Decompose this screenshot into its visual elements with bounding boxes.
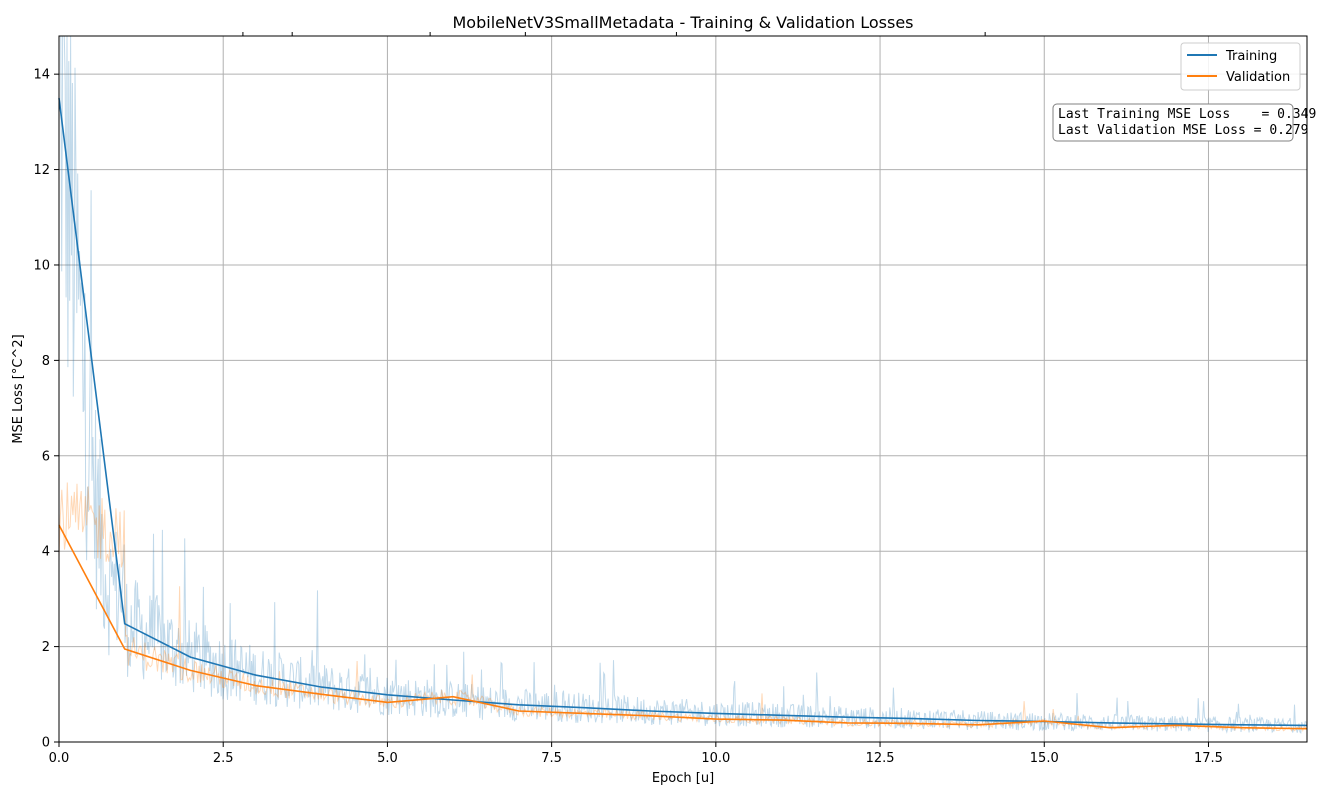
y-axis-label: MSE Loss [°C^2] — [11, 334, 26, 443]
y-tick-label: 12 — [33, 163, 50, 178]
training-line — [58, 97, 1308, 727]
legend-validation-label: Validation — [1226, 70, 1290, 85]
x-tick-label: 10.0 — [701, 751, 730, 766]
axis-ticks: 0.0 2.5 5.0 7.5 10.0 12.5 15.0 17.5 0 2 4 6 8 10 12 14 — [33, 32, 1223, 766]
x-tick-label: 15.0 — [1030, 751, 1059, 766]
legend-training-label: Training — [1225, 49, 1277, 64]
annotation-box — [1052, 103, 1294, 142]
x-tick-label: 7.5 — [541, 751, 562, 766]
x-tick-label: 0.0 — [49, 751, 70, 766]
training-batch-noise — [59, 35, 1308, 734]
validation-line — [58, 524, 1308, 730]
annotation-line-training: Last Training MSE Loss = 0.349 — [1058, 107, 1316, 122]
plot-frame — [58, 35, 1308, 743]
legend: Training Validation — [1180, 42, 1301, 91]
x-tick-label: 5.0 — [377, 751, 398, 766]
y-tick-label: 2 — [42, 640, 50, 655]
y-tick-label: 6 — [42, 449, 50, 464]
y-tick-label: 4 — [42, 545, 50, 560]
x-axis-label: Epoch [u] — [652, 771, 714, 786]
annotation-line-validation: Last Validation MSE Loss = 0.279 — [1058, 123, 1308, 138]
x-tick-label: 12.5 — [866, 751, 895, 766]
chart-title: MobileNetV3SmallMetadata - Training & Va… — [453, 13, 914, 32]
y-tick-label: 14 — [33, 68, 50, 83]
x-tick-label: 2.5 — [213, 751, 234, 766]
final-loss-annotation: Last Training MSE Loss = 0.349 Last Vali… — [1052, 103, 1316, 142]
x-tick-label: 17.5 — [1194, 751, 1223, 766]
y-tick-label: 10 — [33, 258, 50, 273]
y-tick-label: 8 — [42, 354, 50, 369]
y-tick-label: 0 — [42, 736, 50, 751]
